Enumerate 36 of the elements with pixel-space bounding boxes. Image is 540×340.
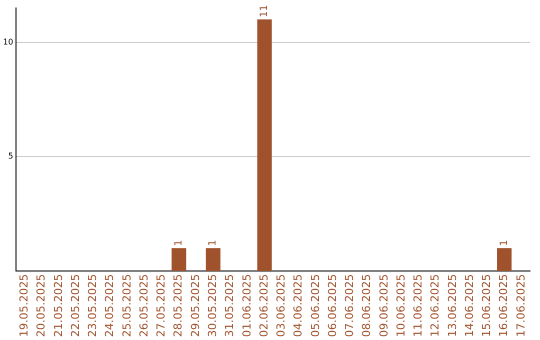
x-tick-label: 21.05.2025 <box>52 274 65 338</box>
x-tick-label: 15.06.2025 <box>480 274 494 338</box>
x-tick-label: 14.06.2025 <box>462 274 476 338</box>
data-label: 1 <box>498 240 510 246</box>
x-tick-label: 06.06.2025 <box>326 274 339 338</box>
data-label: 11 <box>259 4 270 18</box>
x-tick-label: 07.06.2025 <box>343 274 356 338</box>
x-tick-label: 26.05.2025 <box>137 274 150 338</box>
x-tick-label: 13.06.2025 <box>446 274 459 338</box>
x-tick-label: 27.05.2025 <box>154 274 168 338</box>
x-tick-label: 01.06.2025 <box>240 274 254 338</box>
x-tick-label: 25.05.2025 <box>120 274 134 338</box>
x-tick-label: 05.06.2025 <box>308 274 322 338</box>
data-label: 1 <box>173 240 184 246</box>
x-tick-label: 12.06.2025 <box>428 274 442 338</box>
x-tick-label: 30.05.2025 <box>206 274 220 338</box>
x-tick-label: 17.06.2025 <box>514 274 528 338</box>
x-tick-label: 22.05.2025 <box>68 274 82 338</box>
x-tick-label: 09.06.2025 <box>377 274 390 338</box>
x-tick-label: 31.05.2025 <box>223 274 236 338</box>
x-tick-label: 04.06.2025 <box>292 274 305 338</box>
x-tick-label: 20.05.2025 <box>34 274 48 338</box>
y-tick-label: 5 <box>8 152 14 161</box>
x-tick-label: 11.06.2025 <box>412 274 425 338</box>
x-tick-label: 24.05.2025 <box>103 274 116 338</box>
x-tick-label: 23.05.2025 <box>86 274 100 338</box>
data-label: 1 <box>208 240 219 246</box>
y-tick-label: 10 <box>2 37 14 46</box>
x-tick-label: 02.06.2025 <box>257 274 270 338</box>
x-tick-label: 19.05.2025 <box>18 274 31 338</box>
x-tick-label: 03.06.2025 <box>274 274 288 338</box>
x-tick-label: 16.06.2025 <box>497 274 510 338</box>
x-tick-label: 10.06.2025 <box>394 274 408 338</box>
x-tick-label: 28.05.2025 <box>172 274 185 338</box>
x-tick-label: 29.05.2025 <box>188 274 202 338</box>
x-tick-label: 08.06.2025 <box>360 274 374 338</box>
